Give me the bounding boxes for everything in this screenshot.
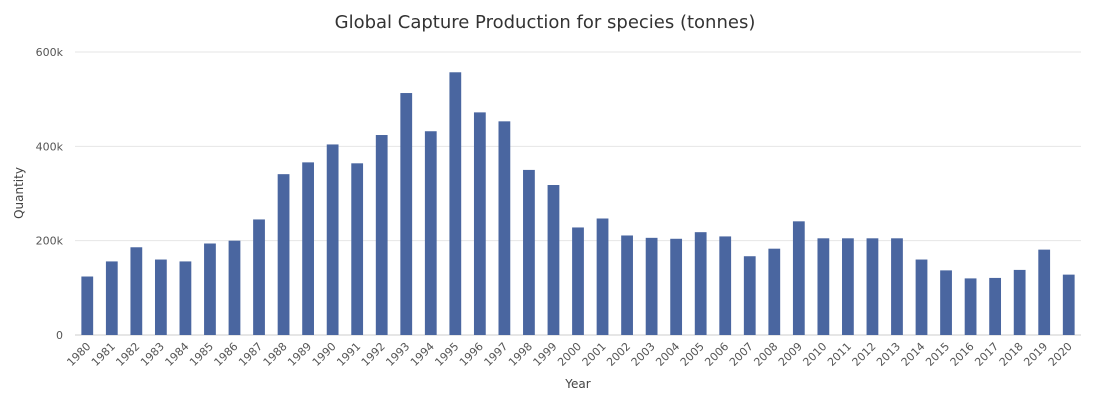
bar-1994[interactable] (424, 131, 437, 335)
bar-2015[interactable] (940, 270, 952, 335)
bar-1995[interactable] (449, 72, 462, 335)
x-tick-label: 2003 (629, 340, 658, 369)
bar-1983[interactable] (154, 259, 167, 335)
bar-1997[interactable] (498, 121, 511, 336)
x-tick-label: 1982 (113, 340, 142, 369)
x-tick-label: 1991 (334, 340, 363, 369)
x-tick-label: 1984 (163, 340, 192, 369)
bar-1992[interactable] (375, 135, 388, 335)
bar-1985[interactable] (204, 243, 216, 335)
bar-2017[interactable] (989, 277, 1002, 335)
x-tick-label: 2014 (899, 340, 928, 369)
x-tick-label: 1989 (285, 340, 314, 369)
y-tick-label: 0 (56, 329, 63, 342)
bar-2009[interactable] (792, 221, 805, 335)
x-tick-label: 2002 (604, 340, 633, 369)
bar-1981[interactable] (105, 261, 118, 335)
x-tick-label: 1980 (64, 340, 93, 369)
bar-2016[interactable] (964, 278, 977, 335)
bar-1987[interactable] (253, 219, 265, 335)
bar-1980[interactable] (81, 276, 94, 335)
x-tick-label: 2006 (702, 340, 731, 369)
bar-2008[interactable] (768, 248, 781, 335)
x-tick-label: 2012 (850, 340, 879, 369)
x-tick-label: 2005 (678, 340, 707, 369)
x-tick-label: 2017 (972, 340, 1001, 369)
x-tick-label: 1998 (506, 340, 535, 369)
bar-2011[interactable] (842, 238, 854, 335)
x-tick-label: 2020 (1046, 340, 1075, 369)
x-tick-label: 2004 (653, 340, 682, 369)
y-tick-label: 600k (36, 46, 64, 59)
bar-2019[interactable] (1038, 249, 1051, 335)
bar-2020[interactable] (1062, 274, 1075, 335)
bar-1984[interactable] (179, 261, 192, 335)
bar-1986[interactable] (228, 240, 241, 335)
x-tick-label: 2007 (727, 340, 756, 369)
bar-2014[interactable] (915, 259, 928, 335)
x-tick-label: 1992 (359, 340, 388, 369)
bar-2000[interactable] (572, 227, 584, 335)
x-tick-label: 2000 (555, 340, 584, 369)
x-tick-label: 2013 (874, 340, 903, 369)
x-tick-label: 1994 (408, 340, 437, 369)
chart-title: Global Capture Production for species (t… (335, 12, 756, 33)
x-axis-label: Year (564, 377, 590, 391)
bar-2005[interactable] (694, 232, 707, 335)
x-tick-label: 1996 (457, 340, 486, 369)
bar-2006[interactable] (719, 236, 732, 335)
x-tick-label: 2010 (800, 340, 829, 369)
bar-1982[interactable] (130, 247, 143, 335)
bar-1990[interactable] (326, 144, 339, 335)
y-axis-label: Quantity (12, 167, 26, 219)
bar-2004[interactable] (670, 238, 683, 335)
bar-1996[interactable] (473, 112, 486, 335)
y-axis-ticks: 0 200k 400k 600k (36, 46, 64, 342)
x-tick-label: 1995 (432, 340, 461, 369)
y-tick-label: 200k (36, 235, 64, 248)
x-tick-label: 1986 (212, 340, 241, 369)
x-tick-label: 1990 (310, 340, 339, 369)
bar-1988[interactable] (277, 174, 290, 335)
x-tick-label: 2019 (1021, 340, 1050, 369)
bar-1991[interactable] (351, 163, 364, 335)
x-tick-label: 1985 (187, 340, 216, 369)
x-tick-label: 2001 (580, 340, 609, 369)
bar-1993[interactable] (400, 93, 413, 335)
bar-2003[interactable] (645, 237, 658, 335)
x-tick-label: 2009 (776, 340, 805, 369)
bar-2001[interactable] (596, 218, 609, 335)
x-tick-label: 1987 (236, 340, 265, 369)
bars (81, 72, 1075, 336)
x-tick-label: 1988 (261, 340, 290, 369)
bar-1999[interactable] (547, 185, 560, 335)
x-tick-label: 2018 (997, 340, 1026, 369)
bar-2013[interactable] (891, 238, 903, 335)
bar-1989[interactable] (302, 162, 314, 335)
x-tick-label: 2008 (751, 340, 780, 369)
y-tick-label: 400k (36, 140, 64, 153)
x-axis-ticks: 1980198119821983198419851986198719881989… (64, 340, 1074, 369)
bar-2010[interactable] (817, 238, 830, 335)
x-tick-label: 2011 (825, 340, 854, 369)
x-tick-label: 2016 (948, 340, 977, 369)
x-tick-label: 1983 (138, 340, 167, 369)
bar-2007[interactable] (743, 256, 756, 335)
bar-1998[interactable] (523, 169, 535, 335)
bar-2012[interactable] (866, 238, 879, 335)
x-tick-label: 1981 (89, 340, 118, 369)
x-tick-label: 1997 (482, 340, 511, 369)
x-tick-label: 2015 (923, 340, 952, 369)
x-tick-label: 1993 (383, 340, 412, 369)
bar-2002[interactable] (621, 235, 633, 335)
x-tick-label: 1999 (531, 340, 560, 369)
bar-2018[interactable] (1013, 269, 1026, 335)
